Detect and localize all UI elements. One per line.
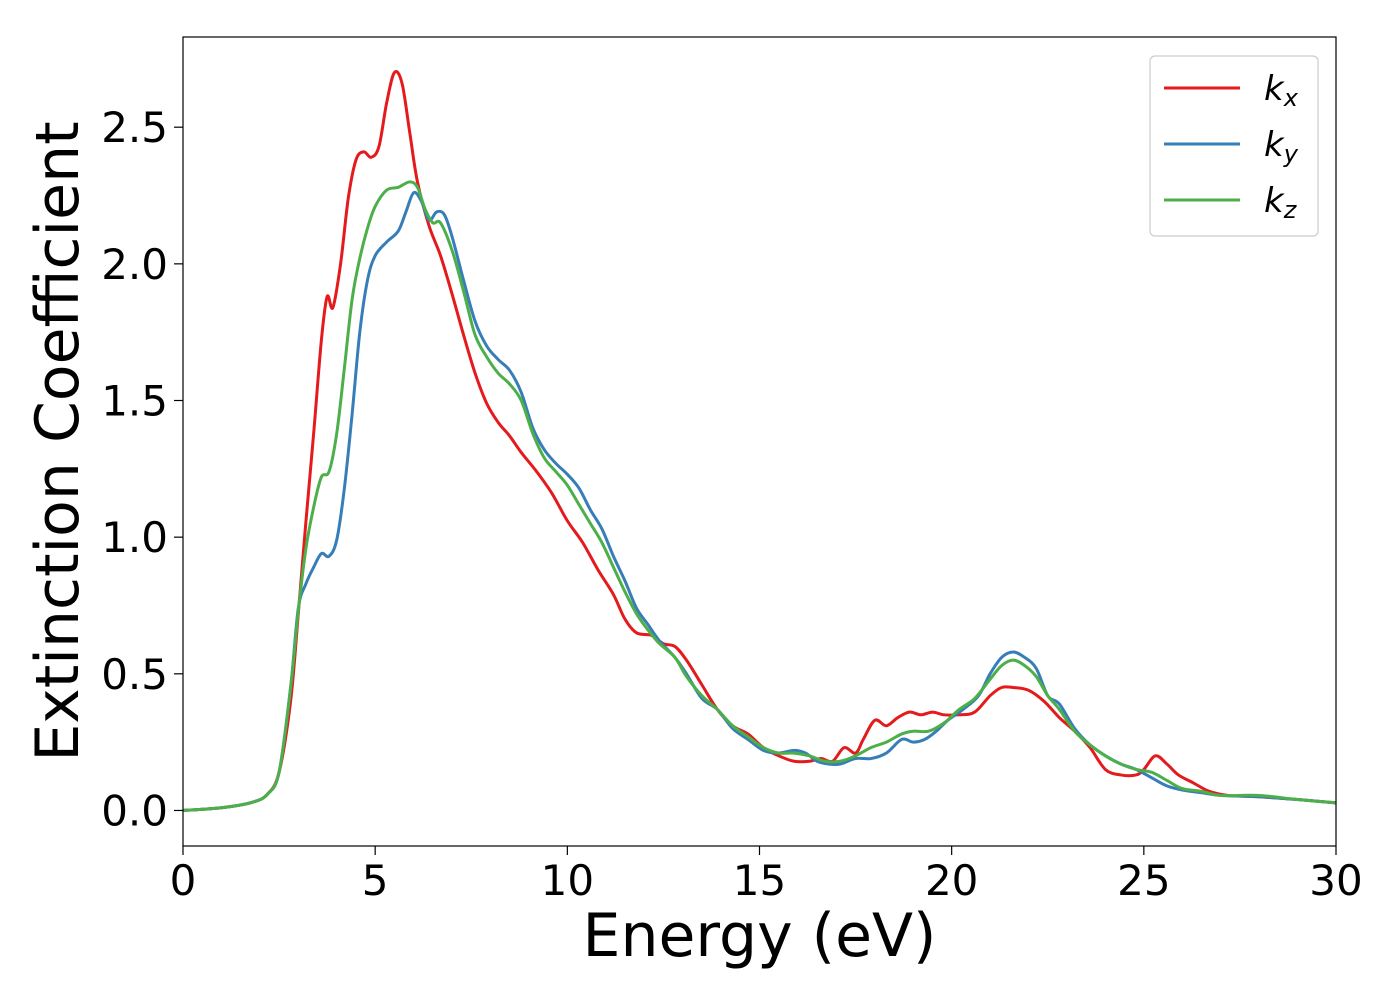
x-tick-label: 10	[541, 856, 594, 905]
x-axis-ticks: 0 5 10 15 20 25 30	[170, 846, 1363, 905]
x-tick-label: 5	[362, 856, 389, 905]
x-tick-label: 25	[1117, 856, 1170, 905]
x-tick-label: 15	[733, 856, 786, 905]
x-tick-label: 0	[170, 856, 197, 905]
x-tick-label: 30	[1309, 856, 1362, 905]
series-line-k-z	[183, 180, 1336, 812]
y-tick-label: 0.5	[101, 650, 168, 699]
y-tick-label: 2.5	[101, 103, 168, 152]
y-tick-label: 1.0	[101, 513, 168, 562]
y-tick-label: 0.0	[101, 786, 168, 835]
y-tick-label: 2.0	[101, 240, 168, 289]
x-tick-label: 20	[925, 856, 978, 905]
legend-label-main: k	[1264, 69, 1285, 109]
legend-label-sub: z	[1283, 196, 1298, 224]
y-tick-label: 1.5	[101, 377, 168, 426]
legend-label-main: k	[1264, 181, 1285, 221]
legend-label-main: k	[1264, 125, 1285, 165]
legend-label-sub: y	[1283, 140, 1299, 168]
legend-label: ky	[1264, 125, 1299, 168]
x-axis-title: Energy (eV)	[583, 901, 937, 971]
y-axis-ticks: 0.0 0.5 1.0 1.5 2.0 2.5	[101, 103, 183, 835]
legend-label: kz	[1264, 181, 1298, 224]
legend-box	[1149, 55, 1319, 237]
series-line-k-y	[183, 190, 1336, 812]
series-curves	[183, 70, 1336, 812]
series-line-k-x	[183, 70, 1336, 812]
legend-label: kx	[1264, 69, 1299, 112]
y-axis-title: Extinction Coefficient	[23, 121, 93, 761]
legend-label-sub: x	[1283, 84, 1299, 112]
